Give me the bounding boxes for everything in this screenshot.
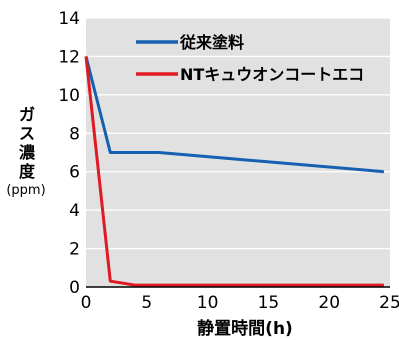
y-tick-label: 8 [69, 124, 80, 144]
x-axis-label: 静置時間(h) [197, 319, 293, 339]
y-tick-label: 10 [58, 86, 80, 106]
x-tick-label: 20 [318, 293, 340, 313]
y-axis-label-char: ス [18, 124, 35, 143]
x-tick-labels: 0 5 10 15 20 25 [81, 293, 399, 313]
series-line-1 [84, 56, 385, 174]
y-tick-labels: 0 2 4 6 8 10 12 14 [58, 9, 80, 298]
x-tick-label: 15 [258, 293, 280, 313]
series-lines [84, 56, 385, 287]
y-axis-label-char: 濃 [18, 143, 35, 162]
x-tick-label: 25 [379, 293, 399, 313]
x-tick-label: 0 [81, 293, 92, 313]
y-tick-label: 2 [69, 240, 80, 260]
legend: 従来塗料 NTキュウオンコートエコ [136, 33, 364, 84]
y-tick-label: 12 [58, 47, 80, 67]
legend-label: 従来塗料 [179, 33, 244, 52]
y-tick-label: 6 [69, 163, 80, 183]
grid-lines [86, 17, 390, 250]
y-tick-label: 14 [58, 9, 80, 29]
y-tick-label: 0 [69, 278, 80, 298]
y-tick-label: 4 [69, 201, 80, 221]
y-axis-label-char: 度 [18, 162, 35, 181]
x-tick-label: 5 [141, 293, 152, 313]
x-tick-label: 10 [197, 293, 219, 313]
series-line-2 [84, 56, 384, 287]
legend-label: NTキュウオンコートエコ [180, 65, 364, 84]
y-axis-label-char: ガ [18, 105, 35, 124]
y-axis-label: ガ ス 濃 度 (ppm) [2, 105, 50, 200]
y-axis-unit: (ppm) [6, 183, 46, 198]
